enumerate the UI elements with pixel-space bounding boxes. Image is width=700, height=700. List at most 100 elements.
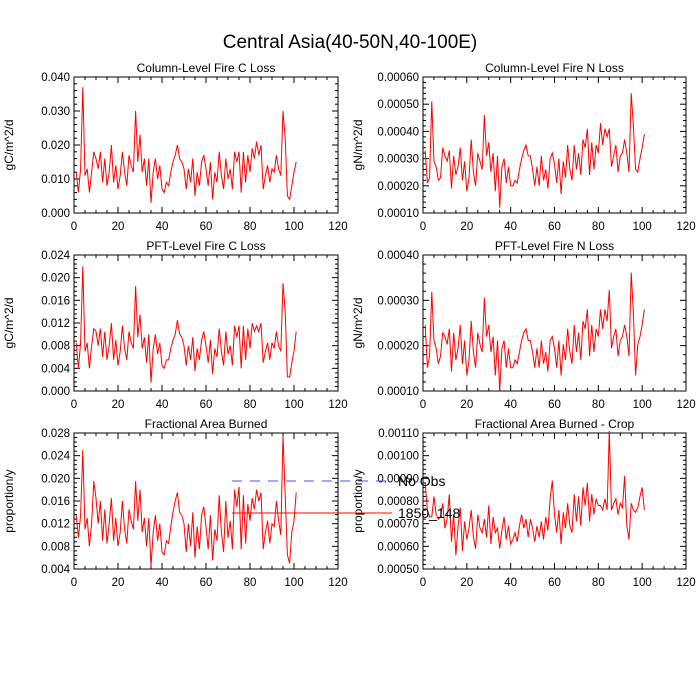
panel-pft-level-fire-c-loss-series-line	[75, 266, 297, 383]
panel-fractional-area-burned-crop-xtick-label: 0	[420, 577, 426, 589]
panel-fractional-area-burned-ytick-label: 0.012	[41, 519, 70, 531]
panel-pft-level-fire-c-loss-ytick-label: 0.012	[41, 318, 70, 330]
panel-column-level-fire-n-loss-series-line	[424, 93, 645, 208]
panel-pft-level-fire-n-loss-ytick-label: 0.00030	[377, 295, 419, 307]
panel-column-level-fire-n-loss: Column-Level Fire N Loss gN/m^2/d 0 20 40 60 8…	[351, 61, 696, 233]
panel-fractional-area-burned-crop-ytick-label: 0.00110	[378, 428, 419, 440]
panel-pft-level-fire-c-loss-xtick-label: 60	[200, 399, 213, 411]
panel-column-level-fire-n-loss-xtick-label: 20	[460, 221, 473, 233]
panel-pft-level-fire-n-loss-xtick-label: 80	[592, 399, 605, 411]
panel-fractional-area-burned-crop-series-line	[424, 430, 645, 556]
panel-pft-level-fire-c-loss-xtick-label: 0	[71, 399, 77, 411]
panel-column-level-fire-n-loss-ylabel: gN/m^2/d	[351, 120, 365, 171]
panel-column-level-fire-n-loss-xtick-label: 40	[504, 221, 517, 233]
panel-fractional-area-burned-ytick-label: 0.008	[41, 541, 70, 553]
panel-pft-level-fire-c-loss-frame	[73, 254, 339, 392]
panel-fractional-area-burned-ylabel: proportion/y	[2, 469, 16, 532]
panel-column-level-fire-n-loss-ytick-label: 0.00020	[377, 181, 419, 193]
panel-column-level-fire-n-loss-ytick-label: 0.00030	[377, 154, 419, 166]
panel-pft-level-fire-c-loss-xtick-label: 120	[328, 399, 347, 411]
panel-column-level-fire-c-loss-ytick-label: 0.020	[41, 140, 70, 152]
figure-title: Central Asia(40-50N,40-100E)	[223, 32, 478, 53]
panel-column-level-fire-c-loss-xtick-label: 100	[284, 221, 303, 233]
panel-fractional-area-burned-xtick-label: 80	[244, 577, 257, 589]
panel-column-level-fire-c-loss-frame	[73, 76, 339, 214]
panel-pft-level-fire-n-loss-frame	[422, 254, 687, 392]
panel-pft-level-fire-n-loss-xtick-label: 120	[676, 399, 695, 411]
panel-fractional-area-burned-frame	[73, 432, 339, 570]
panel-pft-level-fire-c-loss-ytick-label: 0.004	[41, 363, 70, 375]
panel-column-level-fire-n-loss-ytick-label: 0.00040	[377, 126, 419, 138]
panel-fractional-area-burned-crop-xtick-label: 40	[504, 577, 517, 589]
panel-fractional-area-burned-crop-ytick-label: 0.00100	[377, 451, 419, 463]
panel-column-level-fire-c-loss-xtick-label: 80	[244, 221, 257, 233]
panel-fractional-area-burned-ytick-label: 0.004	[41, 564, 70, 576]
panel-pft-level-fire-c-loss-ytick-label: 0.016	[41, 295, 70, 307]
panel-column-level-fire-n-loss-xtick-label: 120	[676, 221, 695, 233]
panel-fractional-area-burned-crop-xtick-label: 20	[460, 577, 473, 589]
panel-fractional-area-burned-crop-xtick-label: 100	[633, 577, 652, 589]
panel-column-level-fire-c-loss-ytick-label: 0.030	[41, 106, 70, 118]
panel-fractional-area-burned-ytick-label: 0.024	[41, 451, 70, 463]
panel-pft-level-fire-n-loss-series-line	[424, 272, 645, 392]
panel-pft-level-fire-c-loss-ytick-label: 0.008	[41, 341, 70, 353]
panel-pft-level-fire-n-loss-title: PFT-Level Fire N Loss	[495, 239, 614, 253]
panel-fractional-area-burned-crop-ylabel: proportion/y	[351, 469, 365, 532]
panel-column-level-fire-c-loss-xtick-label: 0	[71, 221, 77, 233]
panel-column-level-fire-n-loss-xtick-label: 60	[548, 221, 561, 233]
panel-fractional-area-burned-title: Fractional Area Burned	[145, 417, 268, 431]
panel-pft-level-fire-c-loss-xtick-label: 40	[156, 399, 169, 411]
panel-column-level-fire-n-loss-ytick-label: 0.00010	[377, 208, 419, 220]
panel-pft-level-fire-c-loss-title: PFT-Level Fire C Loss	[146, 239, 265, 253]
panel-column-level-fire-c-loss-title: Column-Level Fire C Loss	[137, 61, 276, 75]
panel-pft-level-fire-n-loss-ylabel: gN/m^2/d	[351, 298, 365, 349]
panel-fractional-area-burned-xtick-label: 20	[112, 577, 125, 589]
panel-column-level-fire-c-loss-ytick-label: 0.000	[41, 208, 70, 220]
panel-pft-level-fire-c-loss-ytick-label: 0.020	[41, 273, 70, 285]
panel-fractional-area-burned-crop-ytick-label: 0.00070	[377, 519, 419, 531]
panel-pft-level-fire-n-loss-xtick-label: 40	[504, 399, 517, 411]
panel-fractional-area-burned-crop-xtick-label: 60	[548, 577, 561, 589]
panel-fractional-area-burned-crop-ytick-label: 0.00060	[377, 541, 419, 553]
panel-fractional-area-burned-ytick-label: 0.028	[41, 428, 70, 440]
legend: No Obs 1850_148	[232, 473, 461, 521]
panel-pft-level-fire-n-loss-xtick-label: 100	[633, 399, 652, 411]
panel-column-level-fire-c-loss-series-line	[75, 87, 297, 203]
panel-pft-level-fire-n-loss: PFT-Level Fire N Loss gN/m^2/d 0 20 40 60 80 10…	[351, 239, 696, 411]
panel-fractional-area-burned-series-line	[75, 435, 297, 567]
panel-pft-level-fire-n-loss-xtick-label: 0	[420, 399, 426, 411]
panel-fractional-area-burned-crop-title: Fractional Area Burned - Crop	[475, 417, 635, 431]
panel-column-level-fire-c-loss-ytick-label: 0.040	[41, 72, 70, 84]
panel-fractional-area-burned-crop-ytick-label: 0.00090	[377, 473, 419, 485]
panel-column-level-fire-c-loss-ytick-label: 0.010	[41, 174, 70, 186]
panel-fractional-area-burned-crop-xtick-label: 80	[592, 577, 605, 589]
panel-pft-level-fire-n-loss-xtick-label: 20	[460, 399, 473, 411]
panel-pft-level-fire-n-loss-ytick-label: 0.00010	[377, 386, 419, 398]
panel-fractional-area-burned-crop-xtick-label: 120	[676, 577, 695, 589]
legend-label-1850-148: 1850_148	[398, 505, 461, 521]
panel-fractional-area-burned-xtick-label: 40	[156, 577, 169, 589]
panel-grid: Column-Level Fire C Loss gC/m^2/d 0 20 40 60 8…	[2, 61, 696, 589]
panel-column-level-fire-c-loss-xtick-label: 120	[328, 221, 347, 233]
panel-pft-level-fire-c-loss-ylabel: gC/m^2/d	[2, 298, 16, 349]
panel-column-level-fire-n-loss-title: Column-Level Fire N Loss	[485, 61, 624, 75]
panel-fractional-area-burned-crop: Fractional Area Burned - Crop proportion/…	[351, 417, 696, 589]
panel-column-level-fire-n-loss-xtick-label: 0	[420, 221, 426, 233]
panel-fractional-area-burned-xtick-label: 120	[328, 577, 347, 589]
panel-column-level-fire-n-loss-ytick-label: 0.00050	[377, 99, 419, 111]
panel-fractional-area-burned-crop-ytick-label: 0.00080	[377, 496, 419, 508]
panel-pft-level-fire-n-loss-ytick-label: 0.00040	[377, 250, 419, 262]
legend-label-no-obs: No Obs	[398, 473, 445, 489]
panel-column-level-fire-c-loss: Column-Level Fire C Loss gC/m^2/d 0 20 40 60 8…	[2, 61, 348, 233]
panel-fractional-area-burned-ytick-label: 0.020	[41, 473, 70, 485]
panel-pft-level-fire-c-loss-xtick-label: 100	[284, 399, 303, 411]
panel-pft-level-fire-c-loss-ytick-label: 0.024	[41, 250, 70, 262]
panel-column-level-fire-c-loss-ylabel: gC/m^2/d	[2, 120, 16, 171]
panel-fractional-area-burned-xtick-label: 100	[284, 577, 303, 589]
panel-column-level-fire-n-loss-xtick-label: 100	[633, 221, 652, 233]
panel-pft-level-fire-c-loss-xtick-label: 20	[112, 399, 125, 411]
panel-pft-level-fire-c-loss-ytick-label: 0.000	[41, 386, 70, 398]
panel-column-level-fire-n-loss-xtick-label: 80	[592, 221, 605, 233]
